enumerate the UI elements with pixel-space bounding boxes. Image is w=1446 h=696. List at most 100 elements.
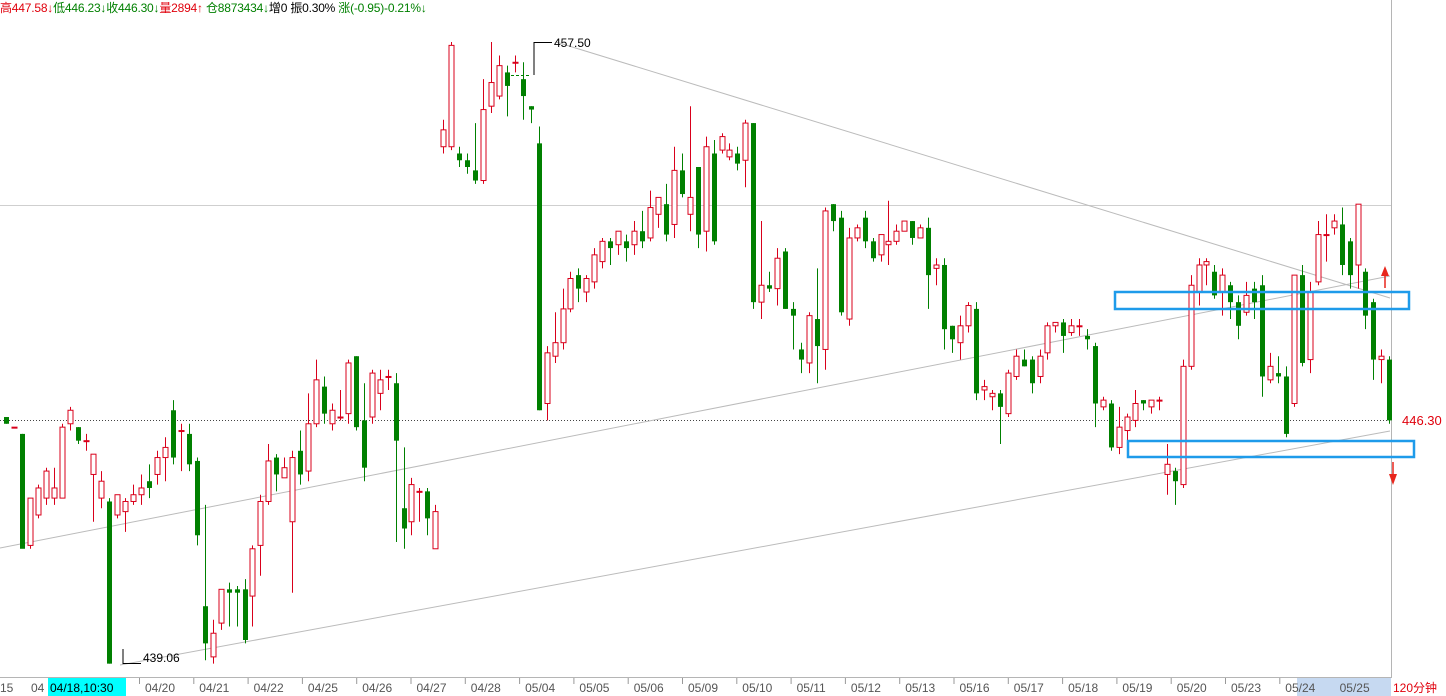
quote-amplitude: 振0.30%	[290, 1, 336, 15]
candle-body	[432, 511, 439, 550]
candle-body	[1116, 426, 1123, 448]
candle-body	[1132, 403, 1139, 421]
candle-body	[751, 123, 756, 303]
candle-body	[90, 453, 97, 475]
x-tick-label: 05/16	[960, 681, 990, 695]
candle-body	[664, 204, 669, 235]
candle	[640, 210, 645, 249]
candle	[974, 302, 979, 401]
candle	[846, 227, 853, 326]
x-tick-label: 05/09	[688, 681, 718, 695]
candle	[910, 221, 915, 245]
candle-body	[20, 433, 25, 549]
candle-body	[1276, 373, 1281, 377]
candle-body	[35, 487, 42, 516]
candle	[567, 271, 574, 313]
candle	[1068, 319, 1075, 336]
upper-channel-line	[0, 275, 1391, 549]
candle	[1052, 321, 1059, 333]
candle-body	[831, 204, 836, 222]
candle	[448, 42, 455, 151]
candle-body	[162, 446, 169, 459]
candle	[377, 369, 384, 411]
candle	[1005, 369, 1012, 418]
candle-body	[1093, 346, 1098, 404]
x-tick-first: 15	[0, 681, 14, 695]
candle	[1236, 295, 1241, 340]
candle-body	[385, 375, 392, 378]
candle	[1044, 322, 1051, 360]
candle	[257, 494, 264, 576]
x-tick-label: 05/10	[742, 681, 772, 695]
candle-body	[313, 379, 320, 425]
candle	[394, 373, 399, 543]
candle	[480, 79, 487, 184]
up-arrow-head-icon	[1381, 266, 1389, 276]
candle	[369, 369, 376, 424]
candle-body	[416, 490, 423, 493]
candle	[1085, 329, 1090, 350]
candle-body	[345, 362, 352, 415]
x-tick-label: 05/12	[851, 681, 881, 695]
candle-body	[147, 481, 152, 488]
x-tick-label: 05/04	[525, 681, 555, 695]
candle-body	[11, 426, 18, 429]
candle-body	[712, 153, 717, 242]
period-label[interactable]: 120分钟	[1393, 680, 1437, 695]
x-tick-label: 05/13	[905, 681, 935, 695]
candle	[839, 210, 844, 316]
candle-body	[933, 264, 940, 269]
candle	[313, 359, 320, 428]
candle-body	[680, 170, 685, 195]
trend-lines	[0, 41, 1391, 666]
candle-body	[243, 589, 248, 640]
candle-body	[615, 230, 622, 246]
candle-body	[122, 500, 129, 513]
candle	[893, 224, 900, 245]
candle	[1109, 400, 1114, 451]
candle-body	[76, 427, 81, 441]
candle	[758, 221, 765, 320]
candle-body	[1284, 376, 1289, 434]
candle-body	[1085, 335, 1090, 340]
candle	[281, 457, 288, 479]
candle-body	[791, 308, 796, 316]
quote-volume: 量2894↑	[159, 1, 203, 15]
candle-body	[425, 491, 430, 519]
candle-body	[767, 285, 772, 289]
candle-body	[305, 423, 312, 472]
candle-body	[1180, 365, 1187, 486]
x-tick-label: 05/17	[1014, 681, 1044, 695]
candle	[1363, 268, 1368, 330]
candle-body	[640, 231, 645, 242]
candle-body	[154, 457, 161, 475]
candle-body	[1068, 325, 1075, 334]
candle	[783, 248, 788, 309]
candle	[591, 248, 598, 289]
candle	[742, 119, 749, 188]
candle-body	[1291, 274, 1298, 405]
candle	[43, 467, 50, 505]
candle	[274, 454, 279, 492]
quote-change: 涨(-0.95)-0.21%↓	[338, 1, 427, 15]
candle	[51, 467, 58, 505]
lower-channel-line	[119, 430, 1391, 666]
candle	[1228, 281, 1233, 320]
candle	[1188, 275, 1195, 370]
x-tick-label: 05/24	[1285, 681, 1315, 695]
candle-body	[1100, 399, 1107, 408]
x-tick-label: 05/20	[1177, 681, 1207, 695]
candle	[457, 146, 462, 168]
candle	[289, 450, 296, 593]
candle-body	[187, 433, 192, 465]
quote-low: 低446.23↓	[53, 1, 107, 15]
candle	[615, 230, 622, 255]
candle-body	[901, 220, 908, 232]
candle-body	[43, 470, 50, 499]
candle	[1284, 366, 1289, 438]
candle	[957, 315, 964, 360]
candle	[822, 207, 829, 370]
x-tick-label: 04/28	[471, 681, 501, 695]
candle-body	[274, 457, 279, 475]
